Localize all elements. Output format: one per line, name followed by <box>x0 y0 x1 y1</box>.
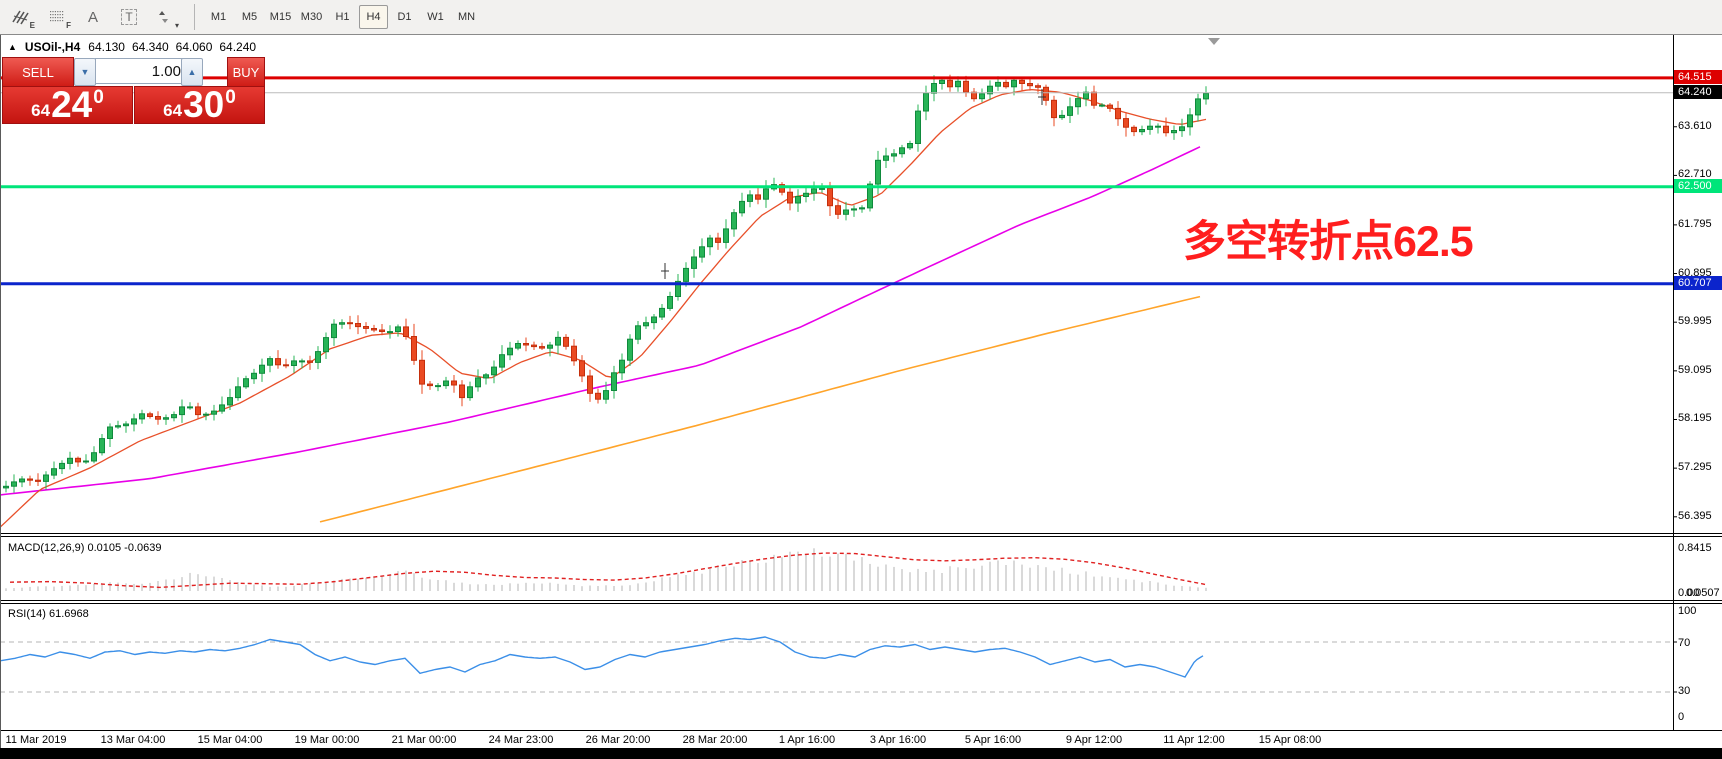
window-bottom-bar <box>0 748 1722 759</box>
buy-button[interactable]: BUY <box>227 57 265 87</box>
price-axis-tick: 57.295 <box>1678 461 1712 474</box>
time-axis-label: 5 Apr 16:00 <box>964 734 1022 746</box>
time-axis-label: 9 Apr 12:00 <box>1065 734 1123 746</box>
macd-scale-min: 0.0507 <box>1686 587 1720 599</box>
open-value: 64.130 <box>88 40 125 54</box>
time-axis-label: 15 Mar 04:00 <box>197 734 263 746</box>
rsi-scale-0: 0 <box>1678 711 1685 723</box>
timeframe-button-m5[interactable]: M5 <box>241 11 258 23</box>
price-badge-64.515: 64.515 <box>1674 69 1722 84</box>
rsi-scale-100: 100 <box>1678 605 1697 617</box>
time-axis-label: 15 Apr 08:00 <box>1258 734 1322 746</box>
chart-shift-marker[interactable] <box>1208 38 1220 45</box>
time-axis-label: 13 Mar 04:00 <box>100 734 166 746</box>
buy-price-pipette: 0 <box>225 87 236 108</box>
high-value: 64.340 <box>131 40 169 54</box>
macd-histogram <box>5 548 1207 591</box>
collapse-arrow-icon[interactable]: ▲ <box>8 42 17 52</box>
toolbar: E F A T ▾ M1 M5 M15 M30 H1 H4 D1 W1 MN <box>0 0 1722 35</box>
rsi-scale-70: 70 <box>1678 637 1691 649</box>
sell-price-display[interactable]: 64 24 0 <box>2 86 133 124</box>
low-value: 64.060 <box>175 40 213 54</box>
macd-scale-max: 0.8415 <box>1678 542 1712 554</box>
timeframe-button-m30[interactable]: M30 <box>300 11 323 23</box>
price-badge-64.240: 64.240 <box>1674 84 1722 99</box>
pane-separator-2b <box>0 603 1722 604</box>
timeframe-button-h1[interactable]: H1 <box>335 11 350 23</box>
sell-price-handle: 64 <box>31 101 51 120</box>
timeframe-button-w1[interactable]: W1 <box>427 11 444 23</box>
rsi-line <box>0 636 1204 678</box>
symbol-timeframe-label: USOil-,H4 <box>24 40 81 54</box>
time-axis-label: 1 Apr 16:00 <box>778 734 836 746</box>
buy-price-display[interactable]: 64 30 0 <box>134 86 265 124</box>
timeframe-button-mn[interactable]: MN <box>457 11 476 23</box>
pane-separator-2a[interactable] <box>0 600 1722 601</box>
sort-arrows-icon[interactable]: ▾ <box>150 4 180 30</box>
chart-title: ▲ USOil-,H4 64.130 64.340 64.060 64.240 <box>8 40 256 54</box>
price-axis-tick: 60.895 <box>1678 266 1712 279</box>
window-left-border <box>0 35 1 748</box>
time-axis-label: 19 Mar 00:00 <box>294 734 360 746</box>
one-click-trading-panel: SELL ▼ 1.00 ▲ BUY 64 24 0 64 30 0 <box>2 57 265 124</box>
pane-separator-1a[interactable] <box>0 533 1722 534</box>
ohlc-values: 64.130 64.340 64.060 64.240 <box>88 40 256 54</box>
time-axis-label: 11 Apr 12:00 <box>1163 734 1225 746</box>
volume-increase-button[interactable]: ▲ <box>181 58 203 86</box>
time-axis-border <box>0 730 1722 731</box>
time-axis-label: 21 Mar 00:00 <box>391 734 457 746</box>
buy-price-pips: 30 <box>183 84 225 125</box>
price-axis-tick: 56.395 <box>1678 509 1712 522</box>
price-axis-tick: 59.095 <box>1678 363 1712 376</box>
ma-slow-line <box>319 295 1201 523</box>
buy-price-handle: 64 <box>163 101 183 120</box>
sell-price-pips: 24 <box>51 84 93 125</box>
pane-separator-1b <box>0 536 1722 537</box>
timeframe-button-d1[interactable]: D1 <box>397 11 412 23</box>
price-axis-tick: 59.995 <box>1678 315 1712 328</box>
price-axis-border <box>1673 35 1674 731</box>
text-label-icon[interactable]: T <box>114 4 144 30</box>
sell-button[interactable]: SELL <box>2 57 74 87</box>
volume-input[interactable]: 1.00 <box>95 58 188 84</box>
price-badge-62.500: 62.500 <box>1674 178 1722 193</box>
grid-fill-icon[interactable]: F <box>42 4 72 30</box>
candlestick-series <box>3 74 1209 493</box>
draw-hatch-icon[interactable]: E <box>6 4 36 30</box>
price-axis-tick: 61.795 <box>1678 217 1712 230</box>
time-axis-label: 11 Mar 2019 <box>5 734 67 746</box>
chart-text-annotation: 多空转折点62.5 <box>1183 218 1474 266</box>
volume-decrease-button[interactable]: ▼ <box>74 58 96 86</box>
price-axis-tick: 62.710 <box>1678 168 1712 181</box>
text-a-icon[interactable]: A <box>87 8 98 26</box>
time-axis-label: 24 Mar 23:00 <box>488 734 554 746</box>
ma-mid-line <box>0 146 1201 496</box>
timeframe-button-h4[interactable]: H4 <box>359 5 388 29</box>
toolbar-separator <box>194 4 195 30</box>
rsi-indicator-label: RSI(14) 61.6968 <box>8 608 89 620</box>
timeframe-button-m15[interactable]: M15 <box>269 11 292 23</box>
macd-scale-zero: 0.00 <box>1678 587 1700 599</box>
price-axis-tick: 63.610 <box>1678 119 1712 132</box>
timeframe-button-m1[interactable]: M1 <box>210 11 227 23</box>
time-axis-label: 3 Apr 16:00 <box>869 734 927 746</box>
time-axis-label: 26 Mar 20:00 <box>585 734 651 746</box>
rsi-scale-30: 30 <box>1678 685 1691 697</box>
price-badge-60.707: 60.707 <box>1674 275 1722 290</box>
close-value: 64.240 <box>219 40 257 54</box>
ma-fast-line <box>0 88 1207 528</box>
time-axis-label: 28 Mar 20:00 <box>682 734 748 746</box>
macd-signal-line <box>9 552 1206 589</box>
macd-indicator-label: MACD(12,26,9) 0.0105 -0.0639 <box>8 542 162 554</box>
sell-price-pipette: 0 <box>93 87 104 108</box>
price-axis-tick: 58.195 <box>1678 412 1712 425</box>
